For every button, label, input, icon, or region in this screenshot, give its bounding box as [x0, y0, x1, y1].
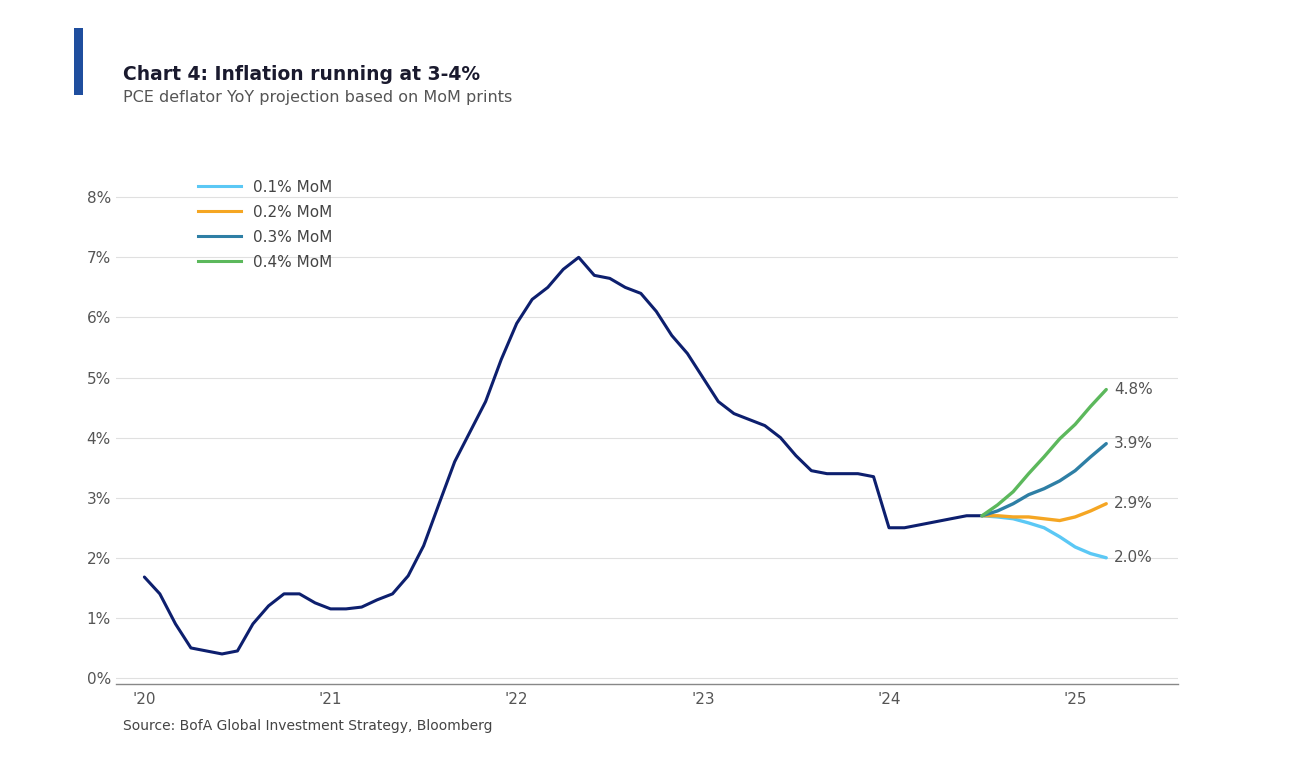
- Text: 2.0%: 2.0%: [1114, 550, 1153, 565]
- Text: Source: BofA Global Investment Strategy, Bloomberg: Source: BofA Global Investment Strategy,…: [123, 720, 493, 733]
- Text: PCE deflator YoY projection based on MoM prints: PCE deflator YoY projection based on MoM…: [123, 90, 512, 105]
- Legend: 0.1% MoM, 0.2% MoM, 0.3% MoM, 0.4% MoM: 0.1% MoM, 0.2% MoM, 0.3% MoM, 0.4% MoM: [198, 180, 333, 270]
- Text: Chart 4: Inflation running at 3-4%: Chart 4: Inflation running at 3-4%: [123, 65, 480, 84]
- Text: 4.8%: 4.8%: [1114, 382, 1153, 397]
- Text: 3.9%: 3.9%: [1114, 436, 1153, 451]
- Text: 2.9%: 2.9%: [1114, 496, 1153, 511]
